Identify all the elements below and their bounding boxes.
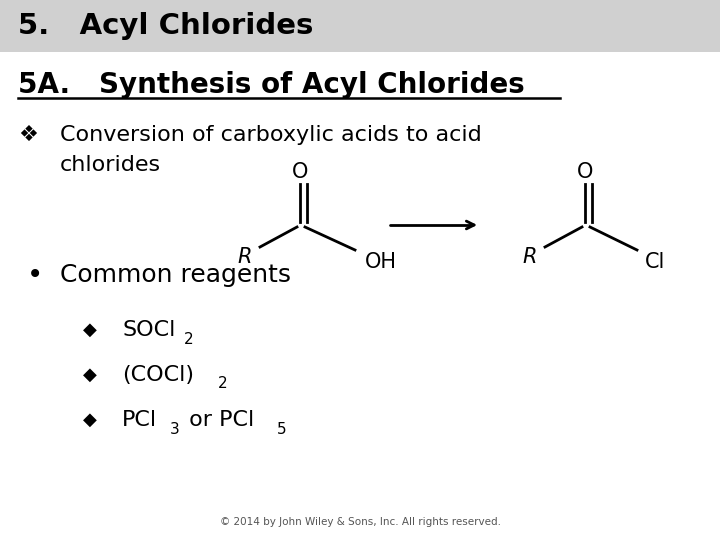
Text: ◆: ◆ xyxy=(83,411,97,429)
Text: PCl: PCl xyxy=(122,410,157,430)
Text: 5A.   Synthesis of Acyl Chlorides: 5A. Synthesis of Acyl Chlorides xyxy=(18,71,525,99)
Text: or PCl: or PCl xyxy=(182,410,254,430)
Text: 5: 5 xyxy=(277,422,287,436)
Text: ◆: ◆ xyxy=(83,366,97,384)
Text: ❖: ❖ xyxy=(18,125,38,145)
Text: •: • xyxy=(27,261,43,289)
Text: (COCl): (COCl) xyxy=(122,365,194,385)
Text: ◆: ◆ xyxy=(83,321,97,339)
Text: 5.   Acyl Chlorides: 5. Acyl Chlorides xyxy=(18,12,313,40)
Text: chlorides: chlorides xyxy=(60,155,161,175)
Text: Common reagents: Common reagents xyxy=(60,263,291,287)
Text: 2: 2 xyxy=(184,332,194,347)
Text: SOCl: SOCl xyxy=(122,320,176,340)
Text: R: R xyxy=(238,247,252,267)
Text: Conversion of carboxylic acids to acid: Conversion of carboxylic acids to acid xyxy=(60,125,482,145)
Text: © 2014 by John Wiley & Sons, Inc. All rights reserved.: © 2014 by John Wiley & Sons, Inc. All ri… xyxy=(220,517,500,527)
Text: O: O xyxy=(292,162,308,182)
Text: Cl: Cl xyxy=(645,252,665,272)
Text: OH: OH xyxy=(365,252,397,272)
Text: 3: 3 xyxy=(170,422,180,436)
Bar xyxy=(0,0,720,52)
Text: O: O xyxy=(577,162,593,182)
Text: R: R xyxy=(523,247,537,267)
Text: 2: 2 xyxy=(218,376,228,392)
